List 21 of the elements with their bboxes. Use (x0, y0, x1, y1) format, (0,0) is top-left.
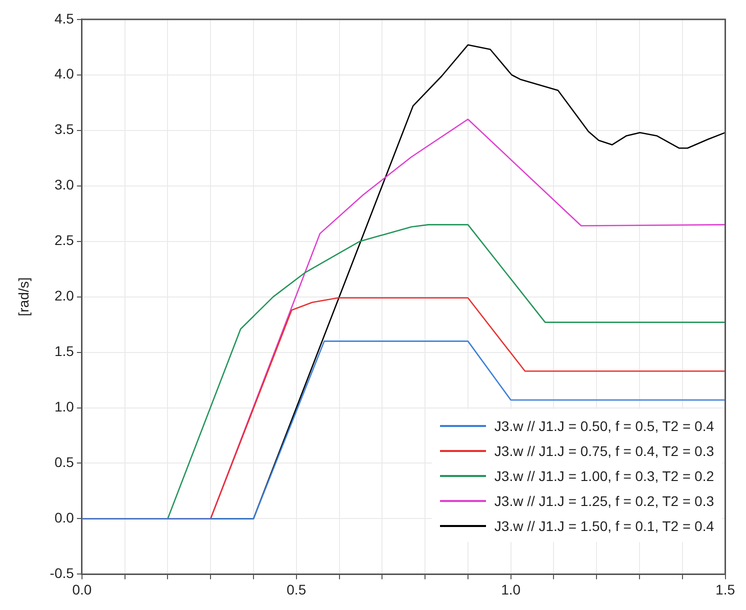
y-tick-label: 2.0 (54, 288, 74, 304)
legend-label: J3.w // J1.J = 1.25, f = 0.2, T2 = 0.3 (494, 492, 714, 508)
x-tick-label: 1.0 (501, 581, 521, 598)
x-tick-label: 0.0 (72, 581, 92, 598)
legend-label: J3.w // J1.J = 0.50, f = 0.5, T2 = 0.4 (494, 418, 714, 434)
y-tick-label: 3.5 (54, 121, 74, 138)
y-tick-label: 0.0 (54, 510, 74, 526)
x-tick-label: 1.5 (716, 581, 736, 598)
legend-label: J3.w // J1.J = 1.00, f = 0.3, T2 = 0.2 (494, 468, 714, 484)
y-tick-label: 4.0 (54, 66, 74, 82)
y-tick-label: 3.0 (54, 176, 74, 193)
y-tick-label: 1.0 (54, 398, 74, 415)
legend-label: J3.w // J1.J = 0.75, f = 0.4, T2 = 0.3 (494, 442, 714, 458)
y-tick-label: 1.5 (54, 343, 74, 360)
legend-label: J3.w // J1.J = 1.50, f = 0.1, T2 = 0.4 (494, 518, 714, 534)
x-tick-label: 0.5 (286, 581, 306, 598)
y-tick-label: 4.5 (54, 10, 74, 26)
y-tick-label: 2.5 (54, 232, 74, 248)
y-tick-label: 0.5 (54, 454, 74, 470)
y-tick-label: -0.5 (50, 565, 74, 582)
y-axis-title: [rad/s] (15, 277, 32, 316)
